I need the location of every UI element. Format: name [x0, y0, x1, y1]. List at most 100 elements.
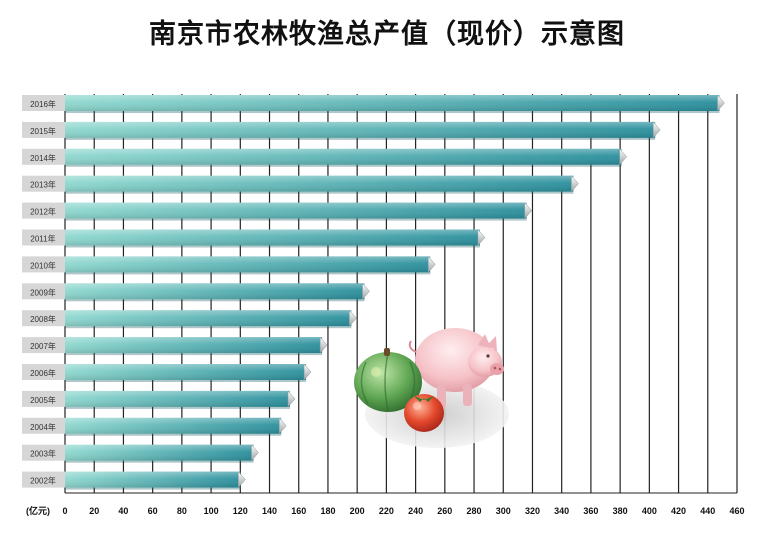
x-tick-label: 220	[379, 506, 394, 516]
bar-end-cap	[238, 470, 246, 489]
category-label-bg	[22, 229, 65, 246]
food-illustration	[354, 328, 509, 448]
x-tick-label: 120	[233, 506, 248, 516]
x-tick-label: 280	[467, 506, 482, 516]
category-label-bg	[22, 148, 65, 165]
bar-highlight	[65, 95, 720, 111]
bar-end-cap	[278, 417, 287, 435]
category-label-bg	[22, 310, 65, 327]
bar-highlight	[65, 444, 254, 461]
category-label: 2016年	[30, 99, 56, 109]
bar-highlight	[65, 121, 656, 138]
x-tick-label: 340	[554, 506, 569, 516]
x-tick-label: 440	[700, 506, 715, 516]
bar-highlight	[65, 390, 290, 407]
x-axis-unit-label: (亿元)	[26, 505, 50, 516]
bar-highlight	[65, 256, 431, 273]
bar-end-cap	[619, 148, 627, 166]
category-label: 2007年	[30, 341, 56, 351]
bar-highlight	[65, 283, 365, 300]
bar-highlight	[65, 337, 323, 354]
bar-highlight	[65, 148, 622, 165]
bar-highlight	[65, 202, 527, 219]
pig-illustration	[408, 328, 504, 408]
category-label: 2011年	[30, 234, 55, 244]
category-label: 2008年	[30, 314, 56, 324]
x-tick-label: 160	[291, 506, 306, 516]
category-label-bg	[22, 444, 65, 461]
category-label-bg	[22, 202, 65, 219]
category-label-bg	[22, 95, 65, 111]
category-label-bg	[22, 417, 65, 434]
category-label-bg	[22, 337, 65, 354]
x-axis: (亿元) 0 20 40 60 80 100 120 140 160 180 200 220 240 260…	[26, 492, 745, 516]
x-tick-label: 360	[583, 506, 598, 516]
category-label-bg	[22, 283, 65, 300]
bar-shadow	[65, 433, 282, 436]
bars	[65, 94, 725, 490]
category-label: 2012年	[30, 207, 56, 217]
x-tick-label: 320	[525, 506, 540, 516]
bar-shadow	[65, 137, 656, 140]
category-label: 2005年	[30, 395, 56, 405]
x-tick-label: 200	[350, 506, 365, 516]
x-tick-label: 40	[118, 506, 128, 516]
x-tick-label: 60	[148, 506, 158, 516]
x-tick-label: 0	[62, 506, 67, 516]
x-tick-label: 260	[437, 506, 452, 516]
bar-end-cap	[717, 94, 725, 112]
bar-shadow	[65, 406, 290, 409]
bar-end-cap	[319, 336, 328, 354]
bar-highlight	[65, 471, 241, 488]
category-label: 2006年	[30, 368, 56, 378]
category-label: 2010年	[30, 260, 56, 270]
category-label: 2004年	[30, 422, 56, 432]
bar-shadow	[65, 299, 365, 302]
x-tick-label: 420	[671, 506, 686, 516]
tomato-illustration	[404, 394, 444, 432]
bar-shadow	[65, 353, 323, 356]
bar-shadow	[65, 272, 431, 275]
category-label-bg	[22, 471, 65, 488]
bar-shadow	[65, 487, 241, 490]
bar-shadow	[65, 191, 574, 194]
bar-highlight	[65, 417, 282, 434]
bar-shadow	[65, 111, 720, 113]
bar-highlight	[65, 175, 574, 192]
category-label: 2009年	[30, 287, 56, 297]
bar-end-cap	[652, 121, 661, 139]
category-label-bg	[22, 256, 65, 273]
category-label-bg	[22, 364, 65, 380]
bar-shadow	[65, 164, 622, 167]
bar-shadow	[65, 460, 254, 463]
x-tick-label: 100	[204, 506, 219, 516]
bar-end-cap	[349, 309, 357, 327]
x-tick-label: 380	[613, 506, 628, 516]
bar-shadow	[65, 326, 352, 329]
bar-shadow	[65, 245, 480, 248]
x-tick-label: 300	[496, 506, 511, 516]
bar-end-cap	[287, 390, 296, 408]
category-label: 2014年	[30, 153, 56, 163]
category-labels: 2016年 2015年 2014年 2013年 2012年 2011年 2010年 2009年…	[22, 95, 65, 488]
category-label-bg	[22, 175, 65, 192]
bar-shadow	[65, 218, 527, 221]
bar-end-cap	[427, 255, 436, 274]
bar-end-cap	[477, 228, 486, 247]
bar-shadow	[65, 380, 307, 382]
chart-title: 南京市农林牧渔总产值（现价）示意图	[149, 19, 625, 50]
bar-end-cap	[571, 175, 579, 193]
x-tick-label: 80	[177, 506, 187, 516]
bar-end-cap	[251, 444, 259, 462]
bar-end-cap	[524, 201, 532, 220]
category-label: 2015年	[30, 126, 56, 136]
x-tick-label: 180	[320, 506, 335, 516]
bar-highlight	[65, 364, 307, 380]
bar-end-cap	[303, 363, 312, 381]
category-label: 2013年	[30, 180, 56, 190]
x-tick-label: 140	[262, 506, 277, 516]
bar-end-cap	[362, 282, 370, 300]
x-tick-label: 20	[89, 506, 99, 516]
bar-highlight	[65, 229, 480, 246]
